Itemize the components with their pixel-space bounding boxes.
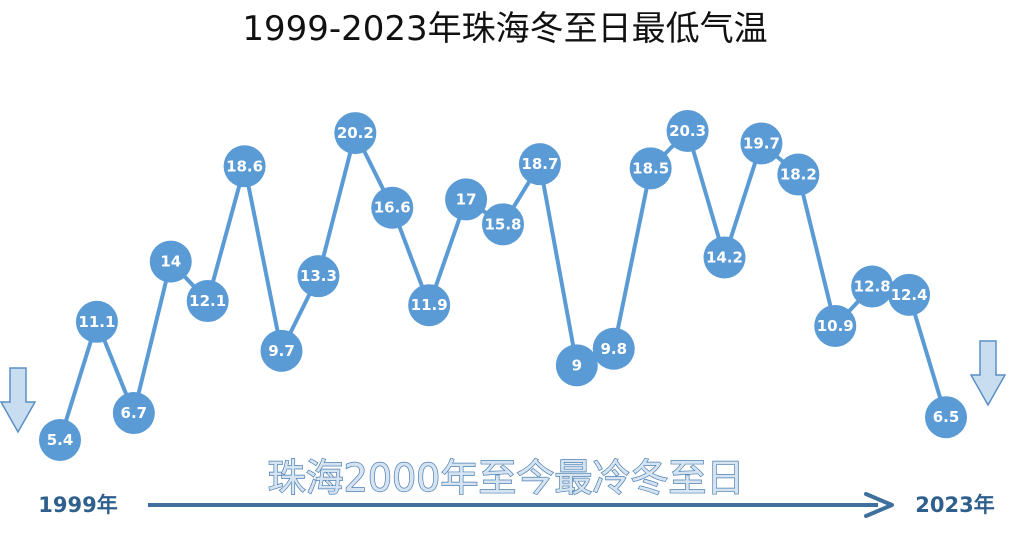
data-point-marker	[39, 419, 81, 461]
data-label: 9.7	[268, 342, 295, 360]
data-point-2013: 9	[555, 344, 598, 387]
data-point-2012: 18.7	[518, 143, 561, 186]
data-point-marker	[814, 304, 857, 347]
data-point-marker	[445, 178, 488, 221]
data-point-marker	[112, 392, 155, 435]
data-point-2001: 6.7	[112, 392, 155, 435]
data-label: 17	[456, 190, 477, 208]
data-label: 11.1	[78, 313, 115, 331]
chart-title: 1999-2023年珠海冬至日最低气温	[242, 9, 767, 49]
data-label: 9	[572, 356, 582, 374]
data-point-2007: 20.2	[334, 112, 377, 155]
data-point-marker	[149, 240, 192, 283]
data-point-marker	[186, 280, 229, 323]
data-label: 18.5	[632, 159, 669, 177]
data-point-marker	[334, 112, 377, 155]
data-label: 12.8	[854, 278, 891, 296]
data-point-2017: 14.2	[703, 236, 746, 279]
data-point-marker	[925, 396, 967, 439]
data-point-2003: 12.1	[186, 280, 229, 323]
data-point-marker	[371, 186, 414, 229]
annotation: 珠海2000年至今最冷冬至日	[268, 456, 745, 500]
data-label: 14.2	[706, 249, 743, 267]
time-axis-arrowhead-icon	[864, 492, 894, 518]
data-point-2004: 18.6	[223, 145, 266, 188]
data-point-2011: 15.8	[482, 203, 524, 246]
data-label: 18.2	[780, 166, 817, 184]
x-end-label: 2023年	[915, 493, 994, 517]
data-point-marker	[592, 327, 635, 370]
data-point-2016: 20.3	[666, 110, 709, 152]
data-point-2021: 12.8	[851, 265, 894, 308]
data-point-2022: 12.4	[888, 273, 931, 316]
data-label: 14	[160, 253, 181, 271]
data-label: 20.2	[337, 124, 374, 142]
data-point-marker	[260, 329, 303, 372]
data-label: 12.4	[891, 286, 928, 304]
data-label: 11.9	[411, 296, 448, 314]
data-label: 10.9	[817, 317, 854, 335]
data-label: 18.7	[521, 155, 558, 173]
data-point-marker	[851, 265, 894, 308]
data-label: 12.1	[189, 292, 226, 310]
x-start-label: 1999年	[38, 493, 117, 517]
data-point-marker	[888, 273, 931, 316]
data-point-marker	[666, 110, 709, 152]
data-point-2023: 6.5	[925, 396, 967, 439]
data-point-1999: 5.4	[39, 419, 81, 461]
data-label: 19.7	[743, 134, 780, 152]
data-label: 20.3	[669, 122, 706, 140]
data-point-marker	[777, 153, 820, 196]
data-point-marker	[408, 284, 451, 327]
data-point-2018: 19.7	[740, 122, 783, 165]
cold-down-arrow-right-icon	[969, 340, 1007, 407]
data-point-marker	[482, 203, 524, 246]
data-label: 18.6	[226, 157, 263, 175]
data-point-marker	[518, 143, 561, 186]
data-label: 9.8	[600, 340, 627, 358]
data-label: 6.5	[933, 408, 960, 426]
data-point-marker	[555, 344, 598, 387]
data-point-marker	[703, 236, 746, 279]
data-point-2014: 9.8	[592, 327, 635, 370]
data-point-marker	[223, 145, 266, 188]
data-point-2020: 10.9	[814, 304, 857, 347]
data-point-2008: 16.6	[371, 186, 414, 229]
data-point-2019: 18.2	[777, 153, 820, 196]
data-label: 13.3	[300, 267, 337, 285]
data-point-2006: 13.3	[297, 255, 340, 298]
cold-down-arrow-left-icon	[0, 367, 37, 434]
data-point-2000: 11.1	[75, 300, 118, 343]
data-point-marker	[297, 255, 340, 298]
data-point-2002: 14	[149, 240, 192, 283]
data-point-2009: 11.9	[408, 284, 451, 327]
data-point-2010: 17	[445, 178, 488, 221]
data-point-2005: 9.7	[260, 329, 303, 372]
data-points: 5.4 11.1 6.7 14 12.1 18.6 9.7 13.3 20.2 16.6 11.9 1…	[39, 110, 967, 461]
data-point-2015: 18.5	[629, 147, 672, 190]
data-point-marker	[75, 300, 118, 343]
data-point-marker	[740, 122, 783, 165]
data-label: 5.4	[47, 431, 74, 449]
data-label: 6.7	[121, 404, 148, 422]
data-label: 15.8	[484, 215, 521, 233]
data-label: 16.6	[374, 199, 411, 217]
data-point-marker	[629, 147, 672, 190]
